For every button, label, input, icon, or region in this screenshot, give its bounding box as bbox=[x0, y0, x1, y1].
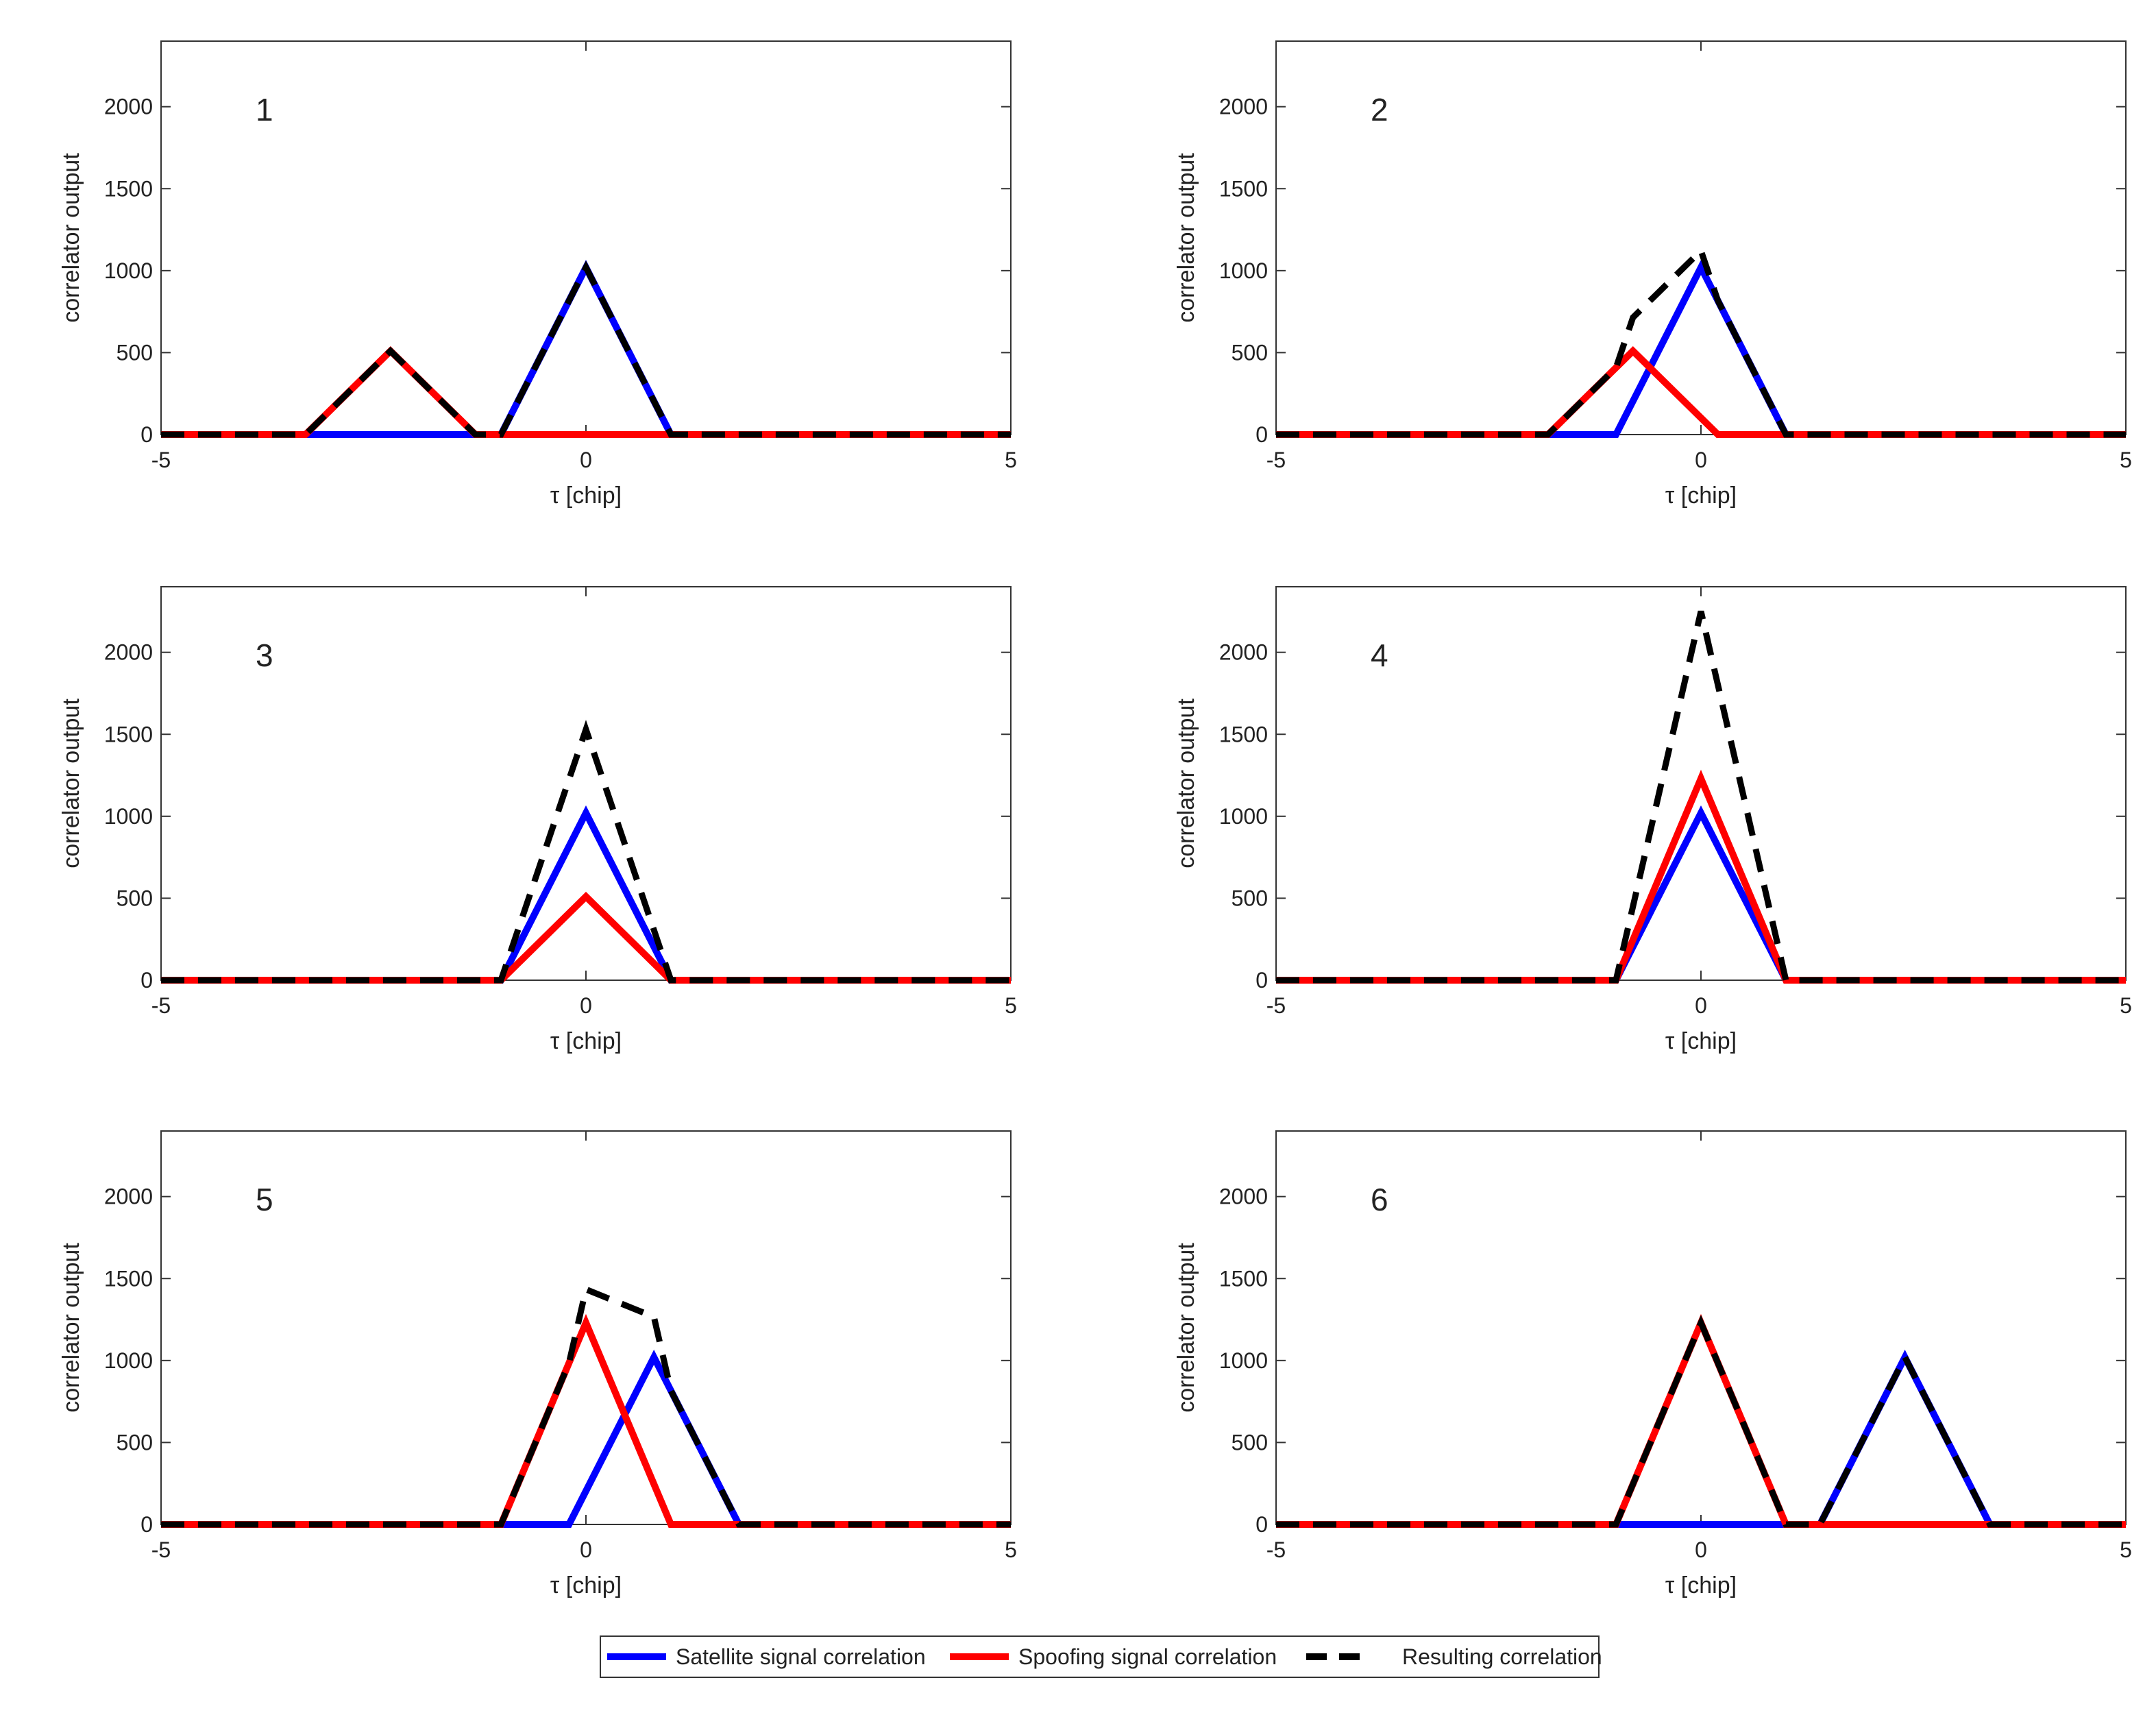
plot-area bbox=[160, 40, 1012, 435]
x-axis-label: τ [chip] bbox=[550, 1028, 622, 1054]
legend-label: Spoofing signal correlation bbox=[1018, 1644, 1277, 1669]
x-tick-label: 5 bbox=[1005, 1537, 1017, 1562]
x-tick-label: 5 bbox=[2120, 1537, 2132, 1562]
panel-number: 3 bbox=[256, 637, 273, 673]
y-axis-label: correlator output bbox=[1173, 1243, 1199, 1413]
x-tick-label: 0 bbox=[580, 993, 592, 1018]
series-line-resulting-correlation bbox=[161, 1285, 1011, 1528]
x-tick-label: -5 bbox=[151, 448, 171, 472]
series-line-resulting-correlation bbox=[161, 260, 1011, 438]
y-axis-label: correlator output bbox=[1173, 153, 1199, 323]
x-tick-label: 0 bbox=[1695, 993, 1707, 1018]
panel-number: 4 bbox=[1371, 637, 1388, 673]
y-tick-label: 1500 bbox=[1219, 176, 1268, 201]
legend-label: Satellite signal correlation bbox=[676, 1644, 926, 1669]
x-tick-label: 5 bbox=[2120, 448, 2132, 472]
y-tick-label: 0 bbox=[1255, 1512, 1268, 1537]
x-tick-label: 0 bbox=[1695, 1537, 1707, 1562]
panel-number: 5 bbox=[256, 1182, 273, 1217]
y-tick-label: 1000 bbox=[104, 804, 153, 829]
y-tick-label: 500 bbox=[117, 1430, 153, 1455]
y-tick-label: 2000 bbox=[104, 95, 153, 119]
panel-number: 6 bbox=[1371, 1182, 1388, 1217]
x-tick-label: 0 bbox=[580, 448, 592, 472]
y-tick-label: 1500 bbox=[104, 1266, 153, 1291]
x-tick-label: -5 bbox=[151, 1537, 171, 1562]
y-tick-label: 2000 bbox=[1219, 640, 1268, 665]
y-tick-label: 0 bbox=[1255, 422, 1268, 447]
plot-area bbox=[1275, 40, 2127, 435]
y-tick-label: 0 bbox=[140, 968, 153, 993]
y-axis-label: correlator output bbox=[58, 698, 84, 868]
x-tick-label: 5 bbox=[1005, 448, 1017, 472]
x-axis-label: τ [chip] bbox=[550, 483, 622, 509]
y-tick-label: 500 bbox=[1232, 1430, 1268, 1455]
y-tick-label: 2000 bbox=[104, 640, 153, 665]
panel-number: 2 bbox=[1371, 92, 1388, 127]
y-tick-label: 2000 bbox=[1219, 95, 1268, 119]
y-tick-label: 1000 bbox=[1219, 804, 1268, 829]
y-axis-label: correlator output bbox=[58, 153, 84, 323]
x-axis-label: τ [chip] bbox=[1665, 1572, 1737, 1598]
panel-number: 1 bbox=[256, 92, 273, 127]
series-line-resulting-correlation bbox=[161, 720, 1011, 984]
y-tick-label: 500 bbox=[1232, 340, 1268, 365]
series-line-resulting-correlation bbox=[1276, 610, 2126, 984]
y-axis-label: correlator output bbox=[58, 1243, 84, 1413]
y-tick-label: 1500 bbox=[104, 722, 153, 746]
y-tick-label: 2000 bbox=[1219, 1184, 1268, 1209]
y-tick-label: 0 bbox=[140, 1512, 153, 1537]
series-line-resulting-correlation bbox=[1276, 1315, 2126, 1528]
x-tick-label: 5 bbox=[1005, 993, 1017, 1018]
legend-box bbox=[600, 1635, 1600, 1678]
y-tick-label: 500 bbox=[117, 886, 153, 910]
x-tick-label: -5 bbox=[1266, 1537, 1286, 1562]
y-tick-label: 1000 bbox=[1219, 258, 1268, 283]
x-tick-label: 5 bbox=[2120, 993, 2132, 1018]
y-tick-label: 1000 bbox=[1219, 1348, 1268, 1373]
y-tick-label: 2000 bbox=[104, 1184, 153, 1209]
y-tick-label: 0 bbox=[1255, 968, 1268, 993]
x-tick-label: -5 bbox=[151, 993, 171, 1018]
legend: Satellite signal correlation Spoofing sig… bbox=[600, 1635, 1602, 1678]
y-tick-label: 1500 bbox=[1219, 722, 1268, 746]
x-axis-label: τ [chip] bbox=[550, 1572, 622, 1598]
x-tick-label: -5 bbox=[1266, 448, 1286, 472]
y-tick-label: 500 bbox=[117, 340, 153, 365]
y-tick-label: 500 bbox=[1232, 886, 1268, 910]
y-axis-label: correlator output bbox=[1173, 698, 1199, 868]
legend-label: Resulting correlation bbox=[1402, 1644, 1602, 1669]
x-tick-label: 0 bbox=[1695, 448, 1707, 472]
x-axis-label: τ [chip] bbox=[1665, 483, 1737, 509]
y-tick-label: 1500 bbox=[104, 176, 153, 201]
y-tick-label: 1000 bbox=[104, 1348, 153, 1373]
y-tick-label: 1000 bbox=[104, 258, 153, 283]
y-tick-label: 1500 bbox=[1219, 1266, 1268, 1291]
x-axis-label: τ [chip] bbox=[1665, 1028, 1737, 1054]
plot-area bbox=[160, 586, 1012, 981]
y-tick-label: 0 bbox=[140, 422, 153, 447]
x-tick-label: -5 bbox=[1266, 993, 1286, 1018]
x-tick-label: 0 bbox=[580, 1537, 592, 1562]
